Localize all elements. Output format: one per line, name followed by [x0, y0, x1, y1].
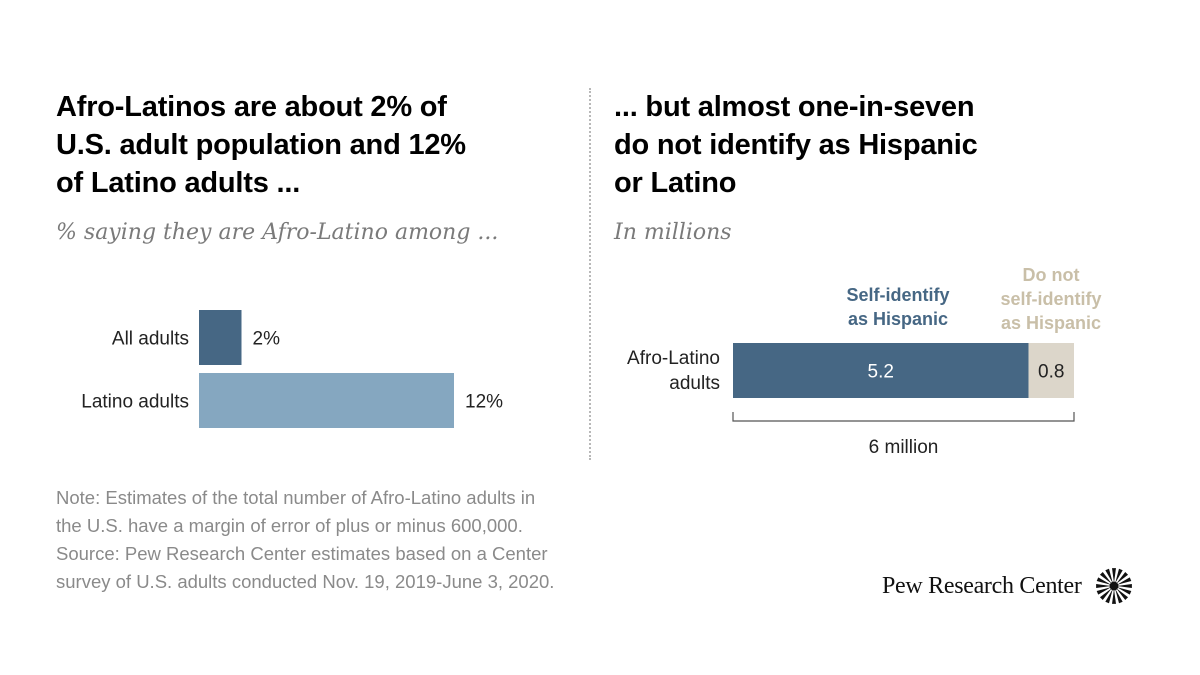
category-label: Latino adults: [81, 392, 189, 413]
segment-value-label: 0.8: [1038, 362, 1064, 383]
value-label: 12%: [465, 392, 503, 413]
total-bracket: [732, 412, 1075, 422]
left-title-line: Afro-Latinos are about 2% of: [56, 91, 447, 123]
right-chart-title: ... but almost one-in-seven do not ident…: [614, 88, 1134, 202]
note-line: the U.S. have a margin of error of plus …: [56, 515, 523, 536]
legend-do-not-self-identify: self-identify: [1000, 289, 1101, 309]
category-label: adults: [669, 373, 720, 394]
right-title-line: do not identify as Hispanic: [614, 129, 978, 161]
total-label: 6 million: [869, 437, 939, 458]
left-chart-subtitle: % saying they are Afro-Latino among ...: [56, 220, 499, 245]
left-title-line: U.S. adult population and 12%: [56, 129, 466, 161]
legend-do-not-self-identify: Do not: [1023, 265, 1080, 285]
legend-self-identify: Self-identify: [846, 285, 949, 305]
segment-value-label: 5.2: [868, 362, 894, 383]
sunburst-ray: [1115, 588, 1128, 601]
logo-text: Pew Research Center: [882, 572, 1082, 599]
sunburst-center: [1109, 581, 1119, 591]
panel-divider: [589, 88, 591, 460]
sunburst-ray: [1099, 588, 1112, 601]
legend-do-not-self-identify: as Hispanic: [1001, 313, 1101, 333]
legend-self-identify: as Hispanic: [848, 309, 948, 329]
sunburst-ray: [1095, 584, 1111, 588]
note-line: Note: Estimates of the total number of A…: [56, 487, 536, 508]
value-label: 2%: [253, 329, 281, 350]
sunburst-ray: [1115, 571, 1128, 584]
sunburst-ray: [1096, 587, 1111, 595]
sunburst-ray: [1114, 588, 1123, 604]
sunburst-ray: [1116, 577, 1131, 585]
sunburst-ray: [1116, 587, 1131, 595]
right-title-line: ... but almost one-in-seven: [614, 91, 975, 123]
sunburst-ray: [1111, 568, 1116, 583]
sunburst-ray: [1116, 584, 1132, 588]
sunburst-ray: [1099, 571, 1112, 584]
category-label: Afro-Latino: [627, 348, 720, 369]
stacked-segment-do-not-self-identify: [1028, 343, 1074, 398]
pew-logo: Pew Research Center: [882, 566, 1134, 606]
pew-sunburst-icon: [1095, 568, 1132, 604]
category-label: All adults: [112, 329, 189, 350]
left-chart-title: Afro-Latinos are about 2% of U.S. adult …: [56, 88, 576, 202]
source-line: Source: Pew Research Center estimates ba…: [56, 543, 548, 564]
sunburst-ray: [1104, 568, 1113, 584]
right-chart-subtitle: In millions: [614, 220, 732, 245]
bar-all-adults: [199, 310, 242, 365]
sunburst-ray: [1114, 568, 1123, 584]
footnote: Note: Estimates of the total number of A…: [56, 484, 676, 596]
sunburst-ray: [1111, 589, 1116, 604]
bar-latino-adults: [199, 373, 454, 428]
source-line: survey of U.S. adults conducted Nov. 19,…: [56, 571, 555, 592]
stacked-segment-self-identify: [733, 343, 1029, 398]
right-title-line: or Latino: [614, 167, 737, 199]
left-title-line: of Latino adults ...: [56, 167, 301, 199]
sunburst-ray: [1096, 577, 1111, 585]
sunburst-ray: [1104, 588, 1113, 604]
